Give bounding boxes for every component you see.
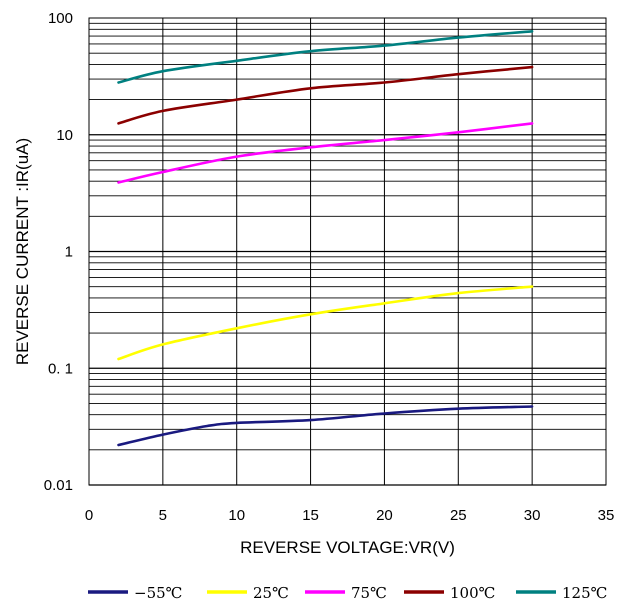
y-tick-label: 0.01: [44, 477, 73, 494]
legend-label: −55℃: [134, 584, 182, 602]
y-tick-label: 0. 1: [48, 360, 73, 377]
grid: [88, 18, 607, 486]
legend-label: 125℃: [562, 584, 607, 602]
y-tick-label: 10: [56, 127, 73, 144]
x-tick-label: 30: [524, 507, 541, 524]
x-tick-label: 20: [376, 507, 393, 524]
series-lines: [117, 30, 534, 447]
legend-label: 100℃: [450, 584, 495, 602]
series-line: [117, 405, 534, 447]
x-tick-label: 35: [598, 507, 615, 524]
series-line: [117, 65, 534, 125]
y-tick-label: 1: [65, 244, 73, 261]
x-tick-label: 10: [228, 507, 245, 524]
x-tick-labels: 0 5 10 15 20 25 30 35: [85, 507, 615, 524]
series-line: [117, 122, 534, 184]
y-tick-label: 100: [48, 10, 73, 27]
x-axis-title: REVERSE VOLTAGE:VR(V): [240, 538, 455, 557]
plot-frame: [88, 17, 607, 486]
y-axis-title: REVERSE CURRENT :IR(uA): [13, 138, 32, 365]
x-tick-label: 25: [450, 507, 467, 524]
series-line: [117, 285, 534, 361]
series-line: [117, 30, 534, 84]
y-tick-labels: 0.01 0. 1 1 10 100: [44, 10, 73, 494]
legend-label: 75℃: [351, 584, 387, 602]
x-tick-label: 0: [85, 507, 93, 524]
legend-label: 25℃: [253, 584, 289, 602]
x-tick-label: 15: [302, 507, 319, 524]
x-tick-label: 5: [159, 507, 167, 524]
legend: −55℃ 25℃ 75℃ 100℃ 125℃: [88, 584, 607, 602]
